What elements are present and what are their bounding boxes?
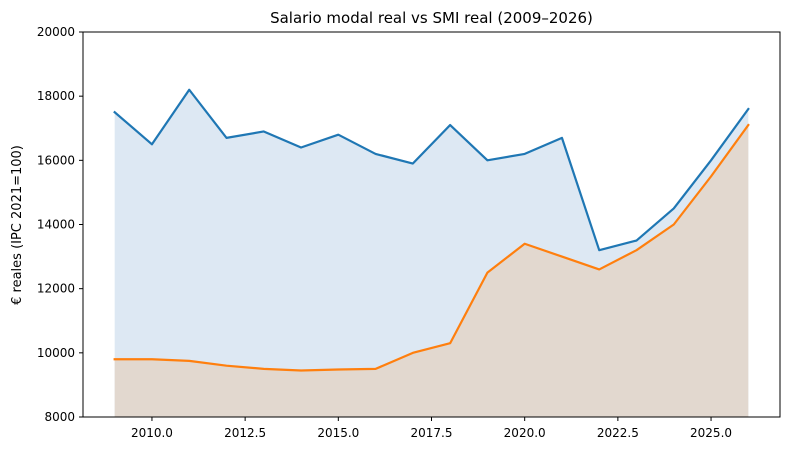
- y-tick-label: 12000: [37, 282, 75, 296]
- y-tick-label: 20000: [37, 25, 75, 39]
- x-tick-label: 2015.0: [317, 426, 359, 440]
- series-2-line: [113, 123, 750, 372]
- x-tick-label: 2012.5: [224, 426, 266, 440]
- series-lines: [113, 88, 750, 372]
- y-tick-label: 18000: [37, 89, 75, 103]
- y-tick-label: 16000: [37, 153, 75, 167]
- y-tick-label: 8000: [44, 410, 75, 424]
- chart-title: Salario modal real vs SMI real (2009–202…: [270, 9, 593, 27]
- series-2-area: [114, 125, 749, 417]
- y-tick-label: 14000: [37, 218, 75, 232]
- x-tick-label: 2017.5: [411, 426, 453, 440]
- area-fills: [114, 89, 749, 417]
- y-axis-label: € reales (IPC 2021=100): [10, 145, 25, 305]
- y-axis: 8000 10000 12000 14000 16000 18000 20000: [37, 25, 83, 424]
- x-tick-label: 2020.0: [504, 426, 546, 440]
- y-tick-label: 10000: [37, 346, 75, 360]
- x-axis: 2010.0 2012.5 2015.0 2017.5 2020.0 2022.5 2025…: [131, 417, 732, 440]
- x-tick-label: 2025.0: [690, 426, 732, 440]
- x-tick-label: 2010.0: [131, 426, 173, 440]
- x-tick-label: 2022.5: [597, 426, 639, 440]
- series-1-line: [113, 88, 750, 252]
